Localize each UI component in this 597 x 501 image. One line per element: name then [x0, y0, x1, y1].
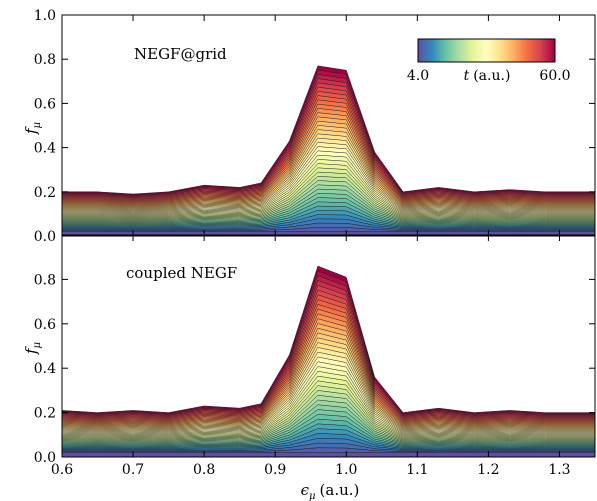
top-ytick-label: 0.8: [34, 52, 56, 68]
top-y-ticks: 0.0 0.2 0.4 0.6 0.8 1.0: [34, 8, 595, 245]
bottom-y-ticks: 0.0 0.2 0.4 0.6 0.8: [34, 272, 595, 466]
bottom-y-label: fμ: [22, 342, 43, 355]
bottom-ytick-label: 0.6: [34, 317, 56, 333]
top-annotation: NEGF@grid: [134, 45, 227, 63]
xtick-label: 1.2: [477, 462, 499, 478]
bottom-axes-frame: [61, 234, 596, 458]
xtick-label: 0.8: [193, 462, 215, 478]
colorbar-min-label: 4.0: [407, 68, 429, 84]
colorbar-title: t (a.u.): [464, 68, 511, 84]
top-series-group: [62, 65, 595, 236]
bottom-ytick-label: 0.4: [34, 361, 56, 377]
panel-bottom: 0.0 0.2 0.4 0.6 0.8 0.6 0.7 0.8 0.9 1.0 1.1 1.2 1.3…: [22, 15, 596, 501]
top-ytick-label: 0.4: [34, 141, 56, 157]
bottom-x-ticks: 0.6 0.7 0.8 0.9 1.0 1.1 1.2 1.3: [51, 15, 571, 478]
top-ytick-label: 1.0: [34, 8, 56, 24]
bottom-series-group: [62, 265, 595, 457]
xtick-label: 0.6: [51, 462, 73, 478]
bottom-ytick-label: 0.0: [34, 450, 56, 466]
panel-top: 0.0 0.2 0.4 0.6 0.8 1.0 NEGF@grid fμ 4.0 60.0…: [22, 8, 596, 245]
top-ytick-label: 0.6: [34, 96, 56, 112]
bottom-ytick-label: 0.8: [34, 272, 56, 288]
bottom-ytick-label: 0.2: [34, 406, 56, 422]
xtick-label: 1.1: [406, 462, 428, 478]
top-ytick-label: 0.2: [34, 185, 56, 201]
bottom-annotation: coupled NEGF: [126, 264, 237, 282]
xtick-label: 0.9: [264, 462, 286, 478]
xtick-label: 1.0: [335, 462, 357, 478]
top-ytick-label: 0.0: [34, 229, 56, 245]
xtick-label: 1.3: [548, 462, 570, 478]
top-y-label: fμ: [22, 122, 43, 135]
top-axes-frame: [61, 14, 596, 237]
colorbar-max-label: 60.0: [539, 68, 570, 84]
bottom-curve-0: [62, 452, 595, 457]
xtick-label: 0.7: [122, 462, 144, 478]
colorbar-gradient: [417, 38, 556, 63]
colorbar: 4.0 60.0 t (a.u.): [407, 38, 571, 84]
x-axis-label: ϵμ (a.u.): [301, 481, 360, 501]
